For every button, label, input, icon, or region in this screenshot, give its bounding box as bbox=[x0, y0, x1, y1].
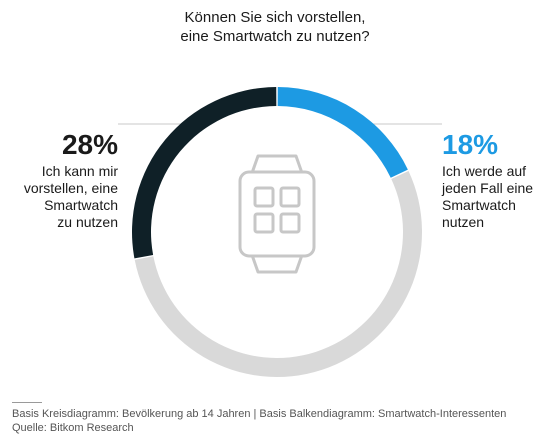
chart-title-line-2: eine Smartwatch zu nutzen? bbox=[180, 28, 370, 45]
footer-basis-note: Basis Kreisdiagramm: Bevölkerung ab 14 J… bbox=[12, 408, 507, 420]
chart-title: Können Sie sich vorstellen, eine Smartwa… bbox=[0, 8, 550, 46]
left-callout-line: Ich kann mir bbox=[41, 163, 118, 179]
right-callout-line: jeden Fall eine bbox=[442, 180, 534, 196]
left-callout: 28% Ich kann mir vorstellen, eine Smartw… bbox=[20, 129, 118, 231]
chart-title-line-1: Können Sie sich vorstellen, bbox=[184, 9, 366, 26]
donut-slices bbox=[132, 87, 422, 377]
donut-slice-1 bbox=[134, 170, 422, 377]
footer: Basis Kreisdiagramm: Bevölkerung ab 14 J… bbox=[12, 402, 506, 435]
left-callout-line: Smartwatch bbox=[44, 197, 118, 213]
donut-slice-0 bbox=[277, 87, 408, 178]
left-callout-line: vorstellen, eine bbox=[23, 180, 118, 196]
smartwatch-icon bbox=[238, 154, 316, 274]
footer-rule bbox=[12, 402, 42, 403]
donut-slice-2 bbox=[132, 87, 277, 259]
right-callout: 18% Ich werde auf jeden Fall eine Smartw… bbox=[442, 129, 550, 231]
footer-source: Quelle: Bitkom Research bbox=[12, 422, 134, 434]
left-callout-line: zu nutzen bbox=[57, 214, 118, 230]
right-callout-line: Smartwatch bbox=[442, 197, 516, 213]
right-callout-line: Ich werde auf bbox=[442, 163, 527, 179]
right-callout-line: nutzen bbox=[442, 214, 485, 230]
left-callout-percentage: 28% bbox=[61, 129, 118, 160]
right-callout-percentage: 18% bbox=[442, 129, 499, 160]
